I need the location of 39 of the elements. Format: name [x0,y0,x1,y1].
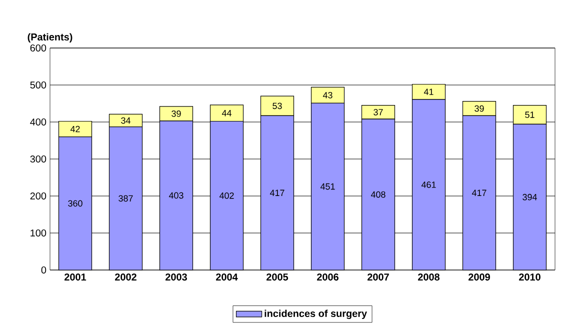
x-tick-label: 2001 [64,274,86,281]
legend-label: incidences of surgery [264,310,367,320]
x-tick-label: 2010 [519,274,540,281]
data-label: 51 [525,112,534,118]
data-label: 53 [272,102,282,110]
y-tick-label: 0 [41,266,46,274]
data-label: 44 [222,110,232,116]
data-label: 39 [474,105,484,112]
data-label: 37 [374,109,383,116]
data-label: 408 [370,191,386,198]
data-label: 387 [118,195,133,202]
data-label: 417 [270,190,284,196]
x-tick-label: 2005 [266,274,288,281]
data-label: 402 [219,192,234,199]
data-label: 394 [522,194,537,200]
data-label: 41 [424,88,434,95]
y-tick-label: 600 [30,44,46,52]
x-tick-label: 2004 [216,274,238,281]
y-tick-label: 400 [30,118,46,126]
data-label: 360 [68,200,82,207]
data-label: 42 [70,126,80,132]
x-tick-label: 2003 [166,274,187,281]
data-label: 461 [421,182,436,188]
x-tick-label: 2008 [418,274,440,281]
data-label: 34 [121,117,130,124]
data-label: 43 [322,92,332,98]
x-tick-label: 2006 [317,274,338,281]
y-tick-label: 500 [30,81,46,89]
x-tick-label: 2007 [368,274,389,281]
data-label: 39 [172,110,181,117]
y-axis-title: (Patients) [28,33,72,42]
data-label: 451 [320,183,335,190]
y-tick-label: 300 [30,155,46,163]
data-label: 403 [168,192,184,199]
x-tick-label: 2009 [468,274,490,281]
x-tick-label: 2002 [115,274,136,281]
y-tick-label: 200 [30,192,46,200]
data-label: 417 [472,190,486,196]
y-tick-label: 100 [30,229,46,237]
